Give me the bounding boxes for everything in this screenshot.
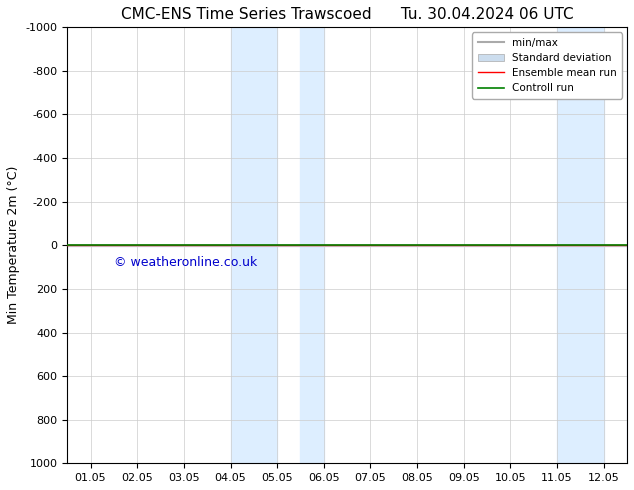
Bar (557, 27, 604, 464)
Y-axis label: Min Temperature 2m (°C): Min Temperature 2m (°C) (7, 166, 20, 324)
Legend: min/max, Standard deviation, Ensemble mean run, Controll run: min/max, Standard deviation, Ensemble me… (472, 32, 622, 98)
Bar (627, 27, 634, 464)
Bar (231, 27, 277, 464)
Title: CMC-ENS Time Series Trawscoed      Tu. 30.04.2024 06 UTC: CMC-ENS Time Series Trawscoed Tu. 30.04.… (121, 7, 573, 22)
Text: © weatheronline.co.uk: © weatheronline.co.uk (114, 256, 257, 269)
Bar (301, 27, 324, 464)
